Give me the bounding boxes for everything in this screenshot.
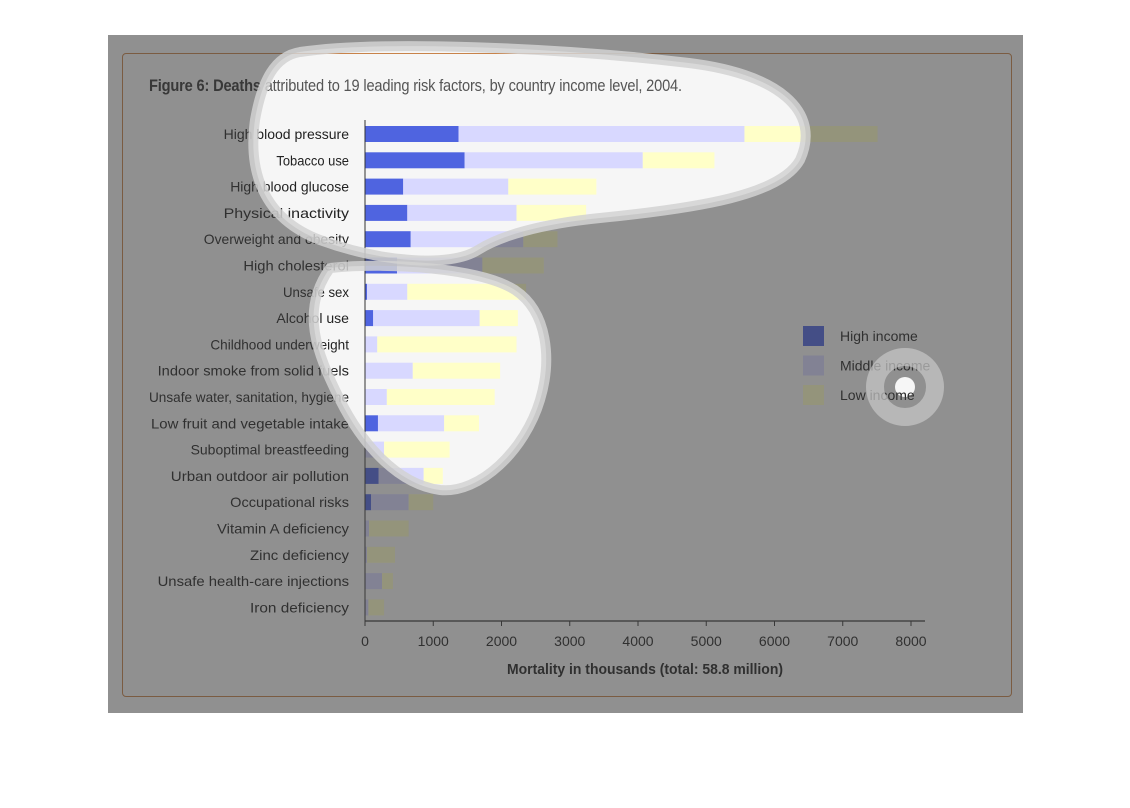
bar-segment: [410, 231, 524, 248]
x-tick-label: 7000: [827, 633, 858, 649]
bar-segment: [365, 231, 411, 248]
category-label: Occupational risks: [230, 494, 349, 510]
bar-segment: [744, 126, 878, 142]
category-label: Unsafe water, sanitation, hygiene: [149, 389, 349, 405]
x-axis-title: Mortality in thousands (total: 58.8 mill…: [507, 661, 783, 678]
x-tick-label: 1000: [418, 633, 449, 649]
x-tick-label: 6000: [759, 633, 790, 649]
bar-segment: [642, 152, 715, 169]
bar-segment: [365, 573, 383, 590]
bar-segment: [365, 599, 369, 616]
legend-swatch: [803, 385, 824, 405]
bar-segment: [367, 283, 408, 300]
bar-segment: [365, 467, 379, 484]
category-label: Unsafe sex: [283, 284, 349, 300]
bar-segment: [365, 415, 378, 432]
bar-segment: [423, 467, 443, 484]
bar-segment: [408, 494, 434, 511]
legend-label: Low income: [840, 387, 915, 403]
category-label: Overweight and obesity: [204, 231, 349, 247]
bar-segment: [368, 599, 385, 616]
bar-segment: [371, 494, 409, 511]
bar-segment: [407, 204, 517, 221]
category-label: Urban outdoor air pollution: [171, 468, 349, 484]
bar-segment: [365, 520, 370, 537]
bar-segment: [365, 310, 374, 327]
bar-segment: [516, 204, 587, 221]
bar-segment: [365, 178, 404, 195]
category-label: Unsafe health-care injections: [158, 573, 349, 589]
category-label: Low fruit and vegetable intake: [151, 415, 349, 431]
bar-segment: [377, 415, 445, 432]
category-label: Tobacco use: [276, 152, 349, 168]
legend-label: Middle income: [840, 358, 930, 374]
legend-label: High income: [840, 328, 918, 344]
bar-segment: [365, 362, 413, 379]
x-tick-label: 8000: [895, 633, 926, 649]
category-label: Physical inactivity: [224, 205, 349, 221]
bar-segment: [378, 467, 424, 484]
x-tick-label: 0: [361, 633, 369, 649]
category-label: High blood glucose: [230, 179, 349, 195]
category-label: Vitamin A deficiency: [217, 521, 349, 537]
bar-segment: [479, 310, 518, 327]
bar-segment: [365, 494, 372, 511]
bar-segment: [407, 283, 527, 300]
x-tick-label: 3000: [554, 633, 585, 649]
bar-segment: [384, 441, 450, 458]
bar-segment: [377, 336, 517, 353]
bar-segment: [397, 257, 483, 274]
category-label: Childhood underweight: [210, 336, 349, 352]
bar-segment: [365, 441, 385, 458]
x-tick-label: 5000: [691, 633, 722, 649]
bar-segment: [365, 336, 378, 353]
x-tick-label: 2000: [486, 633, 517, 649]
category-label: Iron deficiency: [250, 599, 349, 615]
bar-segment: [365, 126, 459, 142]
bar-segment: [365, 204, 408, 221]
category-label: High blood pressure: [224, 126, 350, 142]
legend-swatch: [803, 355, 824, 376]
bar-segment: [412, 362, 501, 379]
category-label: Zinc deficiency: [250, 547, 349, 563]
bar-segment: [508, 178, 597, 195]
bar-segment: [367, 546, 396, 563]
category-label: Alcohol use: [276, 310, 349, 326]
category-label: Indoor smoke from solid fuels: [158, 363, 349, 379]
category-label: Suboptimal breastfeeding: [191, 442, 349, 458]
bar-segment: [386, 389, 495, 405]
bar-segment: [482, 257, 544, 274]
category-label: High cholesterol: [243, 258, 349, 274]
bar-segment: [365, 152, 465, 169]
legend-swatch: [803, 326, 824, 346]
x-tick-label: 4000: [622, 633, 653, 649]
bar-segment: [458, 126, 745, 142]
bar-segment: [464, 152, 643, 169]
bar-segment: [373, 310, 480, 327]
bar-segment: [523, 231, 558, 248]
bar-segment: [403, 178, 509, 195]
bar-segment: [369, 520, 409, 537]
bar-segment: [365, 257, 398, 274]
bar-segment: [382, 573, 393, 590]
bar-segment: [444, 415, 479, 432]
bar-segment: [365, 389, 387, 405]
